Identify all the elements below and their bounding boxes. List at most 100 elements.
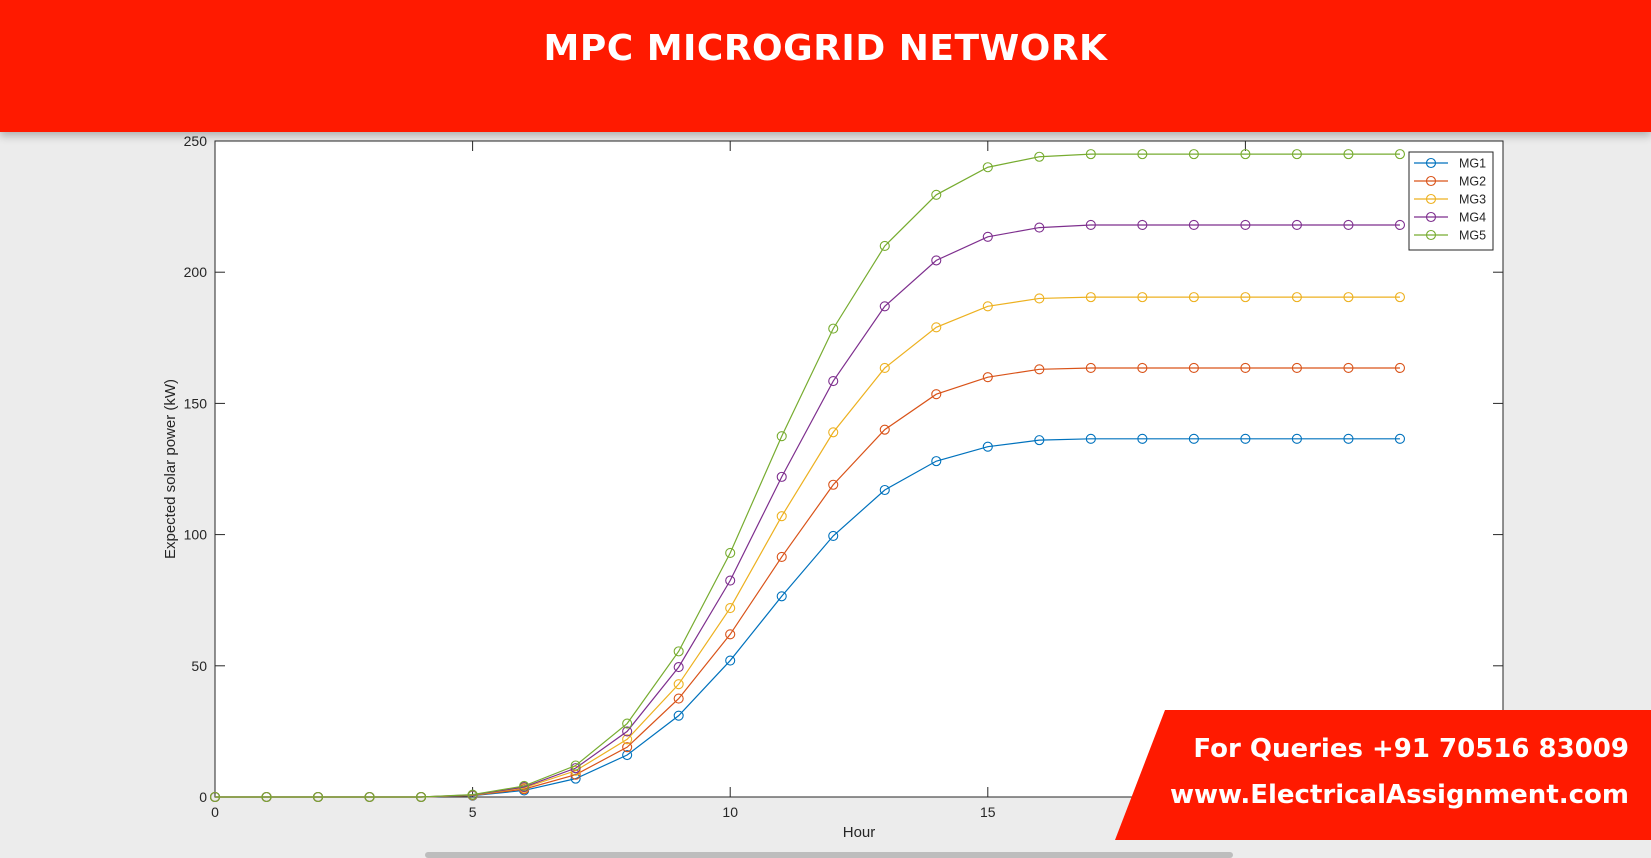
data-point-mg2 [1085,362,1096,374]
data-point-mg1 [622,749,633,761]
legend-label: MG3 [1459,193,1486,207]
data-point-mg2 [1394,362,1406,374]
data-point-mg5 [312,791,324,803]
y-tick-label: 150 [184,395,208,411]
data-point-mg5 [879,240,890,252]
data-point-mg5 [725,547,736,559]
data-point-mg5 [1085,149,1096,160]
data-point-mg2 [1188,362,1199,374]
legend-marker [1425,175,1437,187]
data-point-mg3 [1343,292,1354,303]
data-point-mg3 [776,511,787,522]
data-point-mg5 [261,791,272,803]
legend-box [1408,151,1494,251]
plot-area [214,140,1504,798]
data-point-mg2 [725,629,736,640]
data-point-mg1 [1394,433,1406,444]
data-point-mg5 [1034,151,1045,162]
y-tick-label: 250 [184,133,208,149]
data-point-mg3 [982,301,993,312]
data-point-mg1 [879,484,890,496]
data-point-mg3 [1137,292,1148,303]
data-point-mg5 [1343,149,1354,160]
data-point-mg4 [725,575,736,586]
contact-website[interactable]: www.ElectricalAssignment.com [1169,780,1629,810]
y-tick-label: 0 [199,789,207,805]
data-point-mg3 [673,679,684,690]
data-point-mg3 [1240,292,1251,303]
data-point-mg1 [931,456,942,467]
data-point-mg3 [1034,293,1045,304]
data-point-mg4 [1188,219,1199,231]
data-point-mg3 [725,603,736,614]
data-point-mg3 [1085,292,1096,303]
data-point-mg1 [982,441,993,452]
contact-banner-shape [1115,710,1651,840]
data-point-mg4 [622,726,633,737]
data-point-mg3 [879,362,890,374]
data-point-mg1 [673,710,684,721]
legend-label: MG1 [1459,157,1486,171]
data-point-mg5 [364,791,375,803]
data-point-mg2 [982,372,993,383]
x-tick-label: 15 [980,804,996,820]
data-point-mg1 [1240,433,1251,444]
data-point-mg4 [931,255,942,266]
data-point-mg2 [828,479,839,490]
data-point-mg5 [1394,149,1406,160]
data-point-mg5 [673,646,684,657]
y-axis-label: Expected solar power (kW) [162,379,179,559]
data-point-mg3 [1188,292,1199,303]
data-point-mg4 [1240,219,1251,231]
data-point-mg5 [209,791,221,803]
data-point-mg3 [1291,292,1302,303]
data-point-mg2 [1343,362,1354,374]
data-point-mg5 [1137,149,1148,160]
data-point-mg4 [982,231,993,242]
data-point-mg4 [1394,219,1406,231]
data-point-mg5 [828,323,839,334]
data-point-mg2 [673,693,684,704]
data-point-mg4 [828,376,839,387]
data-point-mg4 [879,301,890,312]
data-point-mg1 [1085,433,1096,444]
contact-banner: For Queries +91 70516 83009 www.Electric… [1115,710,1651,840]
legend-marker [1425,229,1437,241]
data-point-mg5 [931,189,942,200]
data-point-mg2 [931,389,942,400]
data-point-mg1 [1343,433,1354,444]
data-point-mg5 [467,789,478,800]
data-point-mg5 [416,791,427,803]
data-point-mg4 [1291,219,1302,231]
data-point-mg5 [1188,149,1199,160]
data-point-mg2 [1137,362,1148,374]
data-point-mg1 [776,591,787,602]
data-point-mg1 [1034,435,1045,446]
data-point-mg4 [570,763,581,774]
data-point-mg3 [931,322,942,333]
x-tick-label: 0 [211,804,219,820]
data-point-mg1 [828,530,839,541]
series-line-mg5 [215,153,1400,798]
data-point-mg5 [570,760,581,771]
y-tick-label: 200 [184,264,208,280]
data-point-mg5 [982,162,993,173]
legend-marker [1425,193,1437,205]
data-point-mg5 [1291,149,1302,160]
data-point-mg1 [1137,433,1148,444]
data-point-mg2 [1291,362,1302,374]
contact-phone: For Queries +91 70516 83009 [1193,734,1629,764]
data-point-mg5 [622,718,633,729]
data-point-mg3 [828,427,839,438]
x-tick-label: 10 [722,804,738,820]
legend-marker [1425,211,1437,223]
legend-label: MG2 [1459,175,1486,189]
horizontal-scrollbar[interactable] [425,852,1233,858]
header-banner: MPC MICROGRID NETWORK [0,0,1651,132]
data-point-mg2 [1034,364,1045,375]
data-point-mg3 [1394,292,1406,303]
data-point-mg5 [519,780,530,792]
data-point-mg5 [1240,149,1251,160]
y-tick-label: 50 [191,658,207,674]
